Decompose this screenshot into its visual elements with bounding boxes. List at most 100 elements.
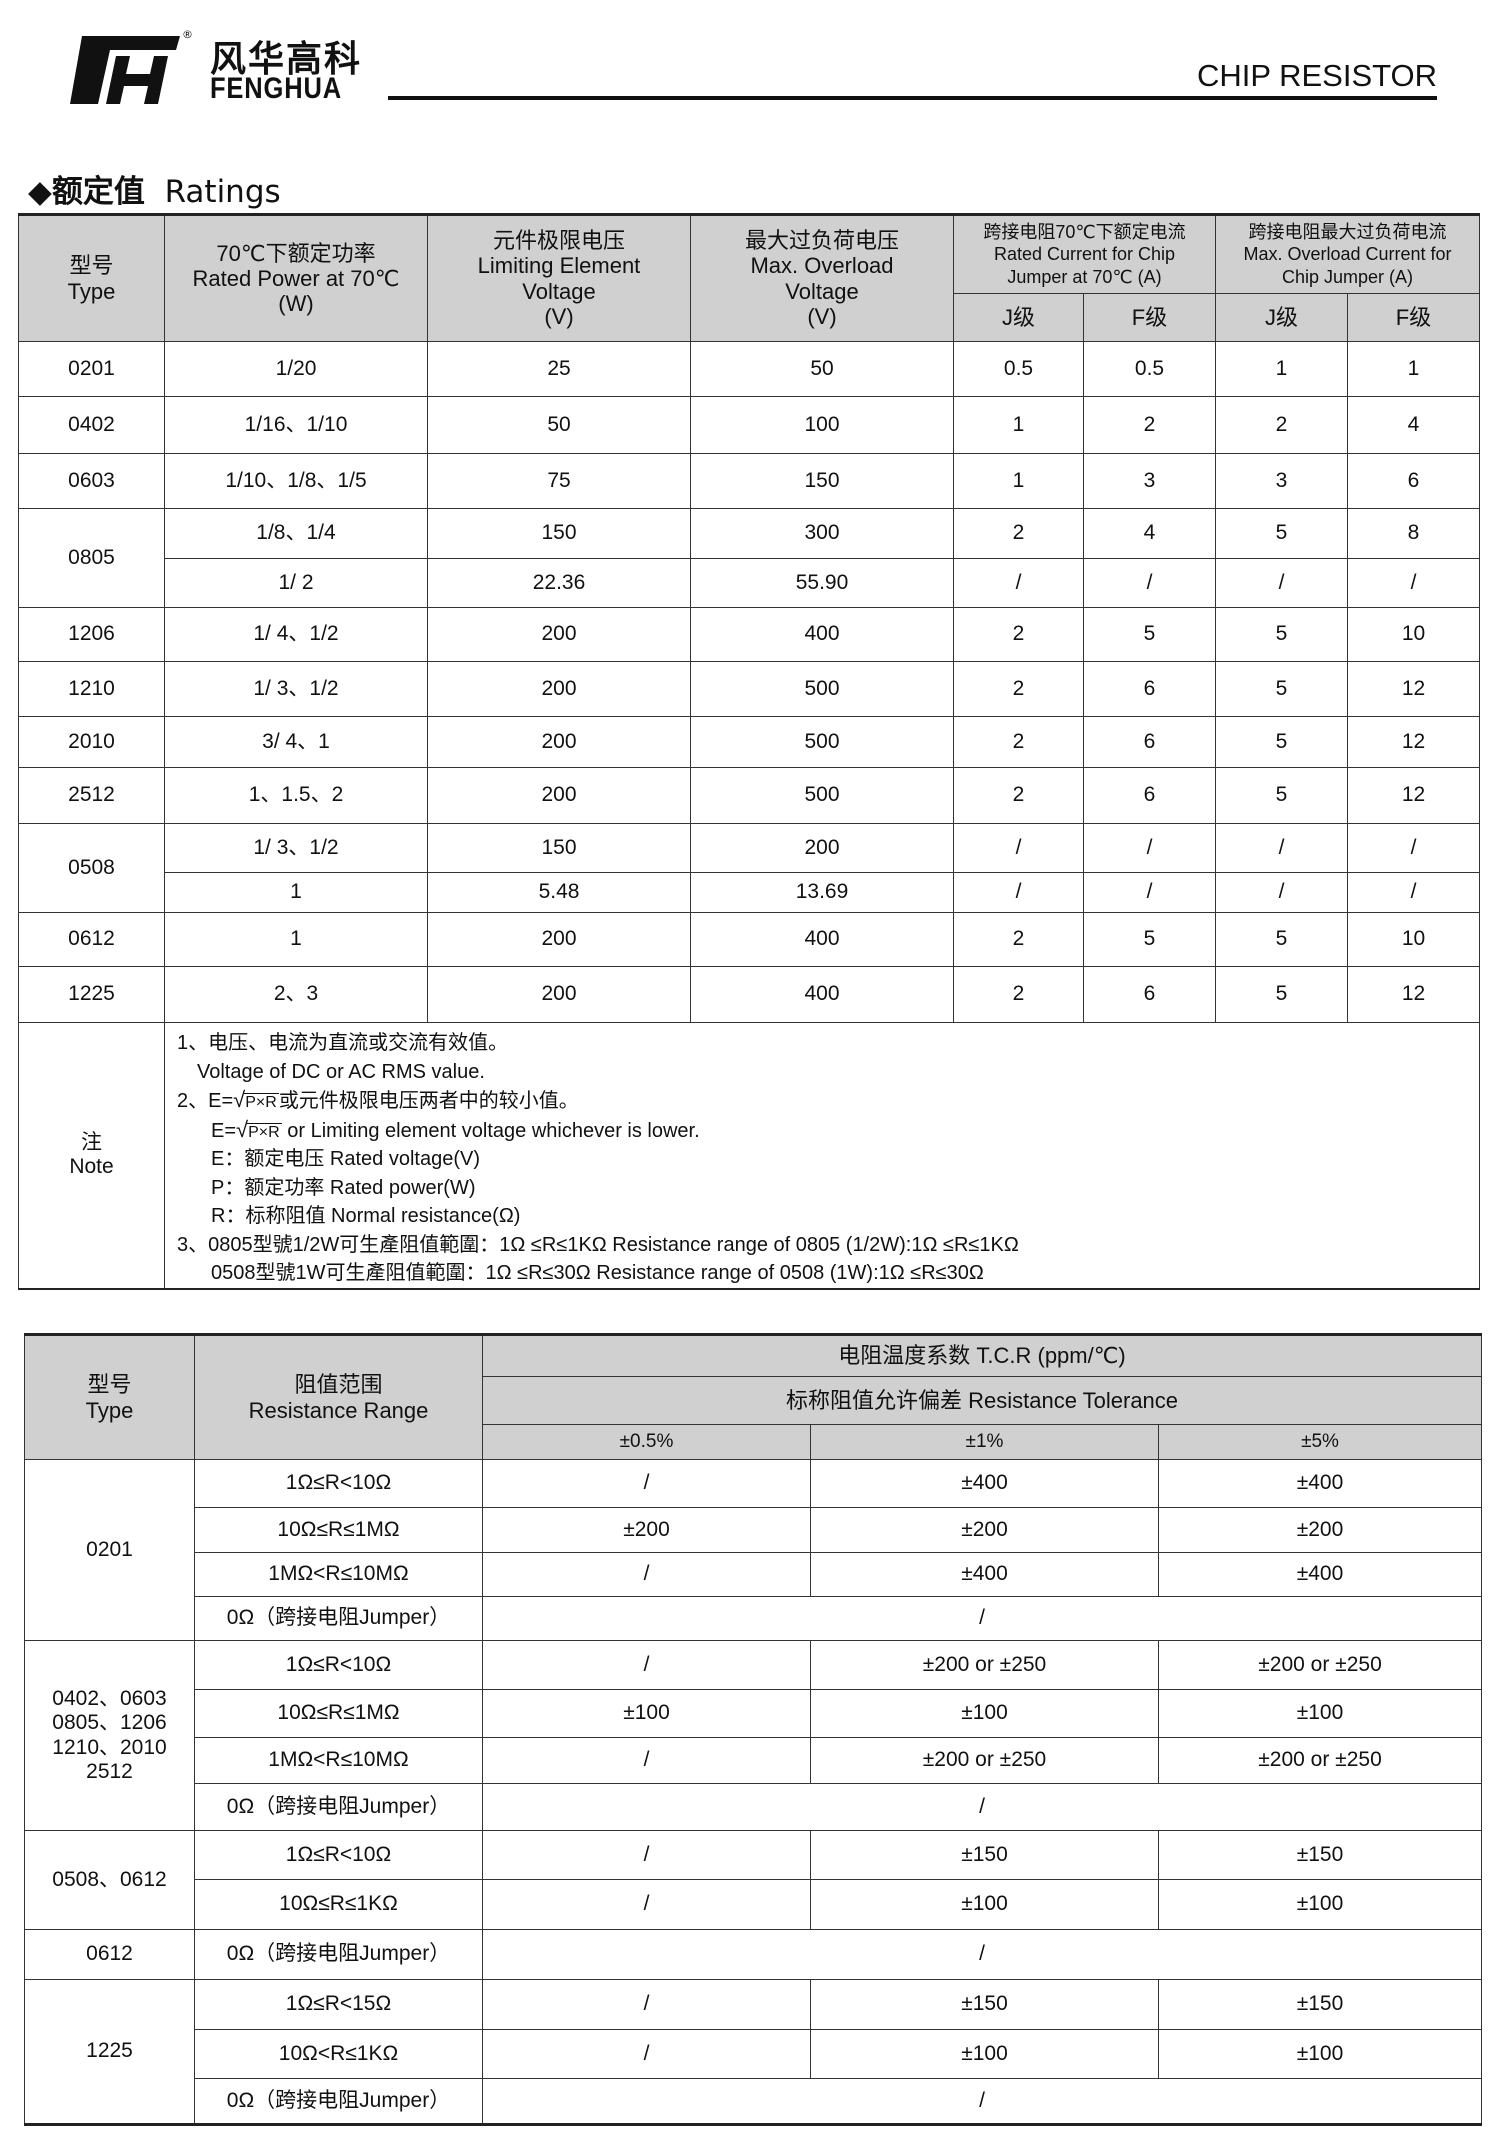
header-grade-f: F级 [1346, 293, 1481, 342]
brand-name-cn: 风华高科 [210, 39, 363, 80]
cell-rated-power: 1/ 3、1/2 [164, 823, 428, 873]
table-row: 1210 1/ 3、1/2 200 500 2 6 5 12 [18, 661, 1481, 717]
cell-jumper-overload-j: 3 [1215, 453, 1348, 509]
note-line: E：额定电压 Rated voltage(V) [211, 1148, 480, 1170]
cell-type: 1206 [18, 607, 165, 662]
table-row: 0402 1/16、1/10 50 100 1 2 2 4 [18, 396, 1481, 454]
cell-resistance-range: 1Ω≤R<10Ω [194, 1459, 483, 1508]
cell-rated-power: 1 [164, 872, 428, 913]
cell-jumper-overload-f: / [1346, 872, 1481, 913]
header-rated-power: 70℃下额定功率 Rated Power at 70℃ (W) [164, 214, 428, 342]
cell-jumper-overload-f: 8 [1346, 508, 1481, 559]
table-row: 1MΩ<R≤10MΩ / ±200 or ±250 ±200 or ±250 [25, 1737, 1483, 1784]
cell-tcr-0-5: / [482, 1737, 811, 1784]
cell-tcr-1: ±100 [810, 1689, 1159, 1738]
registered-mark: ® [182, 28, 193, 41]
note-line: E=√P×R or Limiting element voltage which… [211, 1116, 700, 1142]
cell-jumper-rated-f: 3 [1083, 453, 1216, 509]
cell-resistance-range: 1MΩ<R≤10MΩ [194, 1737, 483, 1784]
cell-tcr-0-5: ±200 [482, 1507, 811, 1553]
cell-resistance-range: 0Ω（跨接电阻Jumper） [194, 2078, 483, 2125]
page-header-title: CHIP RESISTOR [1196, 58, 1437, 93]
cell-jumper-rated-j: 2 [953, 912, 1084, 967]
cell-tcr-5: ±400 [1157, 1459, 1483, 1508]
cell-tcr-5: ±100 [1157, 1879, 1483, 1930]
cell-tcr-5: ±200 or ±250 [1157, 1640, 1483, 1690]
cell-resistance-range: 1MΩ<R≤10MΩ [194, 1552, 483, 1597]
brand-name-en: FENGHUA [210, 72, 343, 105]
table-row: 1206 1/ 4、1/2 200 400 2 5 5 10 [18, 607, 1481, 662]
type-line: 0612 [86, 1942, 133, 1966]
cell-type: 0612 [24, 1929, 195, 1980]
cell-limiting-voltage: 150 [427, 508, 691, 559]
cell-limiting-voltage: 200 [427, 661, 691, 717]
cell-type: 0402、0603 0805、1206 1210、2010 2512 [24, 1640, 195, 1831]
header-tolerance-1: ±1% [810, 1424, 1159, 1460]
cell-overload-voltage: 50 [690, 341, 954, 397]
fenghua-logo: ® 风华高科 FENGHUA [70, 28, 380, 108]
cell-limiting-voltage: 200 [427, 912, 691, 967]
cell-rated-power: 1/ 4、1/2 [164, 607, 428, 662]
cell-tcr-0-5: / [482, 1459, 811, 1508]
header-tolerance: 标称阻值允许偏差 Resistance Tolerance [481, 1376, 1483, 1425]
cell-jumper-rated-j: 2 [953, 508, 1084, 559]
cell-tcr-5: ±200 or ±250 [1157, 1737, 1483, 1784]
cell-jumper-overload-f: 12 [1346, 767, 1481, 824]
cell-jumper-rated-j: 2 [953, 716, 1084, 768]
cell-tcr-all: / [481, 1929, 1483, 1980]
cell-tcr-1: ±100 [810, 2029, 1159, 2079]
cell-tcr-0-5: / [482, 1979, 811, 2030]
sqrt-icon: √ [233, 1087, 246, 1112]
cell-rated-power: 1/16、1/10 [164, 396, 428, 454]
cell-tcr-1: ±200 [810, 1507, 1159, 1553]
cell-jumper-overload-f: 10 [1346, 607, 1481, 662]
cell-resistance-range: 10Ω≤R≤1KΩ [194, 1879, 483, 1930]
note-line: 3、0805型號1/2W可生產阻值範圍：1Ω ≤R≤1KΩ Resistance… [177, 1233, 1019, 1256]
cell-overload-voltage: 500 [690, 716, 954, 768]
cell-limiting-voltage: 150 [427, 823, 691, 873]
cell-tcr-all: / [481, 1596, 1483, 1641]
cell-jumper-overload-j: 5 [1215, 912, 1348, 967]
cell-resistance-range: 1Ω≤R<10Ω [194, 1640, 483, 1690]
cell-rated-power: 1、1.5、2 [164, 767, 428, 824]
header-type: 型号 Type [18, 214, 165, 342]
cell-jumper-rated-f: / [1083, 872, 1216, 913]
cell-jumper-rated-j: 2 [953, 661, 1084, 717]
cell-jumper-rated-f: / [1083, 823, 1216, 873]
cell-type: 2512 [18, 767, 165, 824]
header-grade-f: F级 [1083, 293, 1216, 342]
ratings-table: 型号 Type 70℃下额定功率 Rated Power at 70℃ (W) 元件极… [18, 213, 1481, 1290]
cell-overload-voltage: 400 [690, 912, 954, 967]
cell-rated-power: 1/ 3、1/2 [164, 661, 428, 717]
cell-type: 0201 [24, 1459, 195, 1641]
cell-limiting-voltage: 200 [427, 966, 691, 1023]
cell-type: 0612 [18, 912, 165, 967]
table-row: 1225 1Ω≤R<15Ω / ±150 ±150 [24, 1979, 1483, 2125]
type-line: 1210、2010 [52, 1735, 167, 1759]
cell-jumper-overload-j: / [1215, 823, 1348, 873]
cell-jumper-rated-j: / [953, 558, 1084, 608]
cell-jumper-rated-j: 2 [953, 607, 1084, 662]
cell-tcr-0-5: / [482, 1552, 811, 1597]
cell-limiting-voltage: 200 [427, 716, 691, 768]
cell-jumper-rated-f: 6 [1083, 716, 1216, 768]
cell-jumper-rated-j: 1 [953, 396, 1084, 454]
header-jumper-overload-current: 跨接电阻最大过负荷电流 Max. Overload Current for Chip… [1214, 214, 1481, 294]
cell-tcr-1: ±400 [810, 1459, 1159, 1508]
section-title-cn: 额定值 [51, 174, 145, 210]
table-row: 0Ω（跨接电阻Jumper） / [25, 2078, 1483, 2125]
cell-limiting-voltage: 50 [427, 396, 691, 454]
table-row: 10Ω≤R≤1MΩ ±200 ±200 ±200 [25, 1507, 1483, 1553]
cell-jumper-rated-f: 2 [1083, 396, 1216, 454]
cell-jumper-overload-f: 1 [1346, 341, 1481, 397]
table-row: 0603 1/10、1/8、1/5 75 150 1 3 3 6 [18, 453, 1481, 509]
note-label: 注 Note [18, 1022, 165, 1289]
cell-rated-power: 1/8、1/4 [164, 508, 428, 559]
section-title: ◆额定值 Ratings [28, 166, 281, 211]
cell-limiting-voltage: 5.48 [427, 872, 691, 913]
cell-limiting-voltage: 200 [427, 767, 691, 824]
table-row: 0201 1/20 25 50 0.5 0.5 1 1 [18, 341, 1481, 397]
table-row: 0805 1/8、1/4 150 300 2 4 5 8 [18, 508, 1481, 608]
cell-resistance-range: 0Ω（跨接电阻Jumper） [194, 1929, 483, 1980]
cell-tcr-0-5: / [482, 2029, 811, 2079]
